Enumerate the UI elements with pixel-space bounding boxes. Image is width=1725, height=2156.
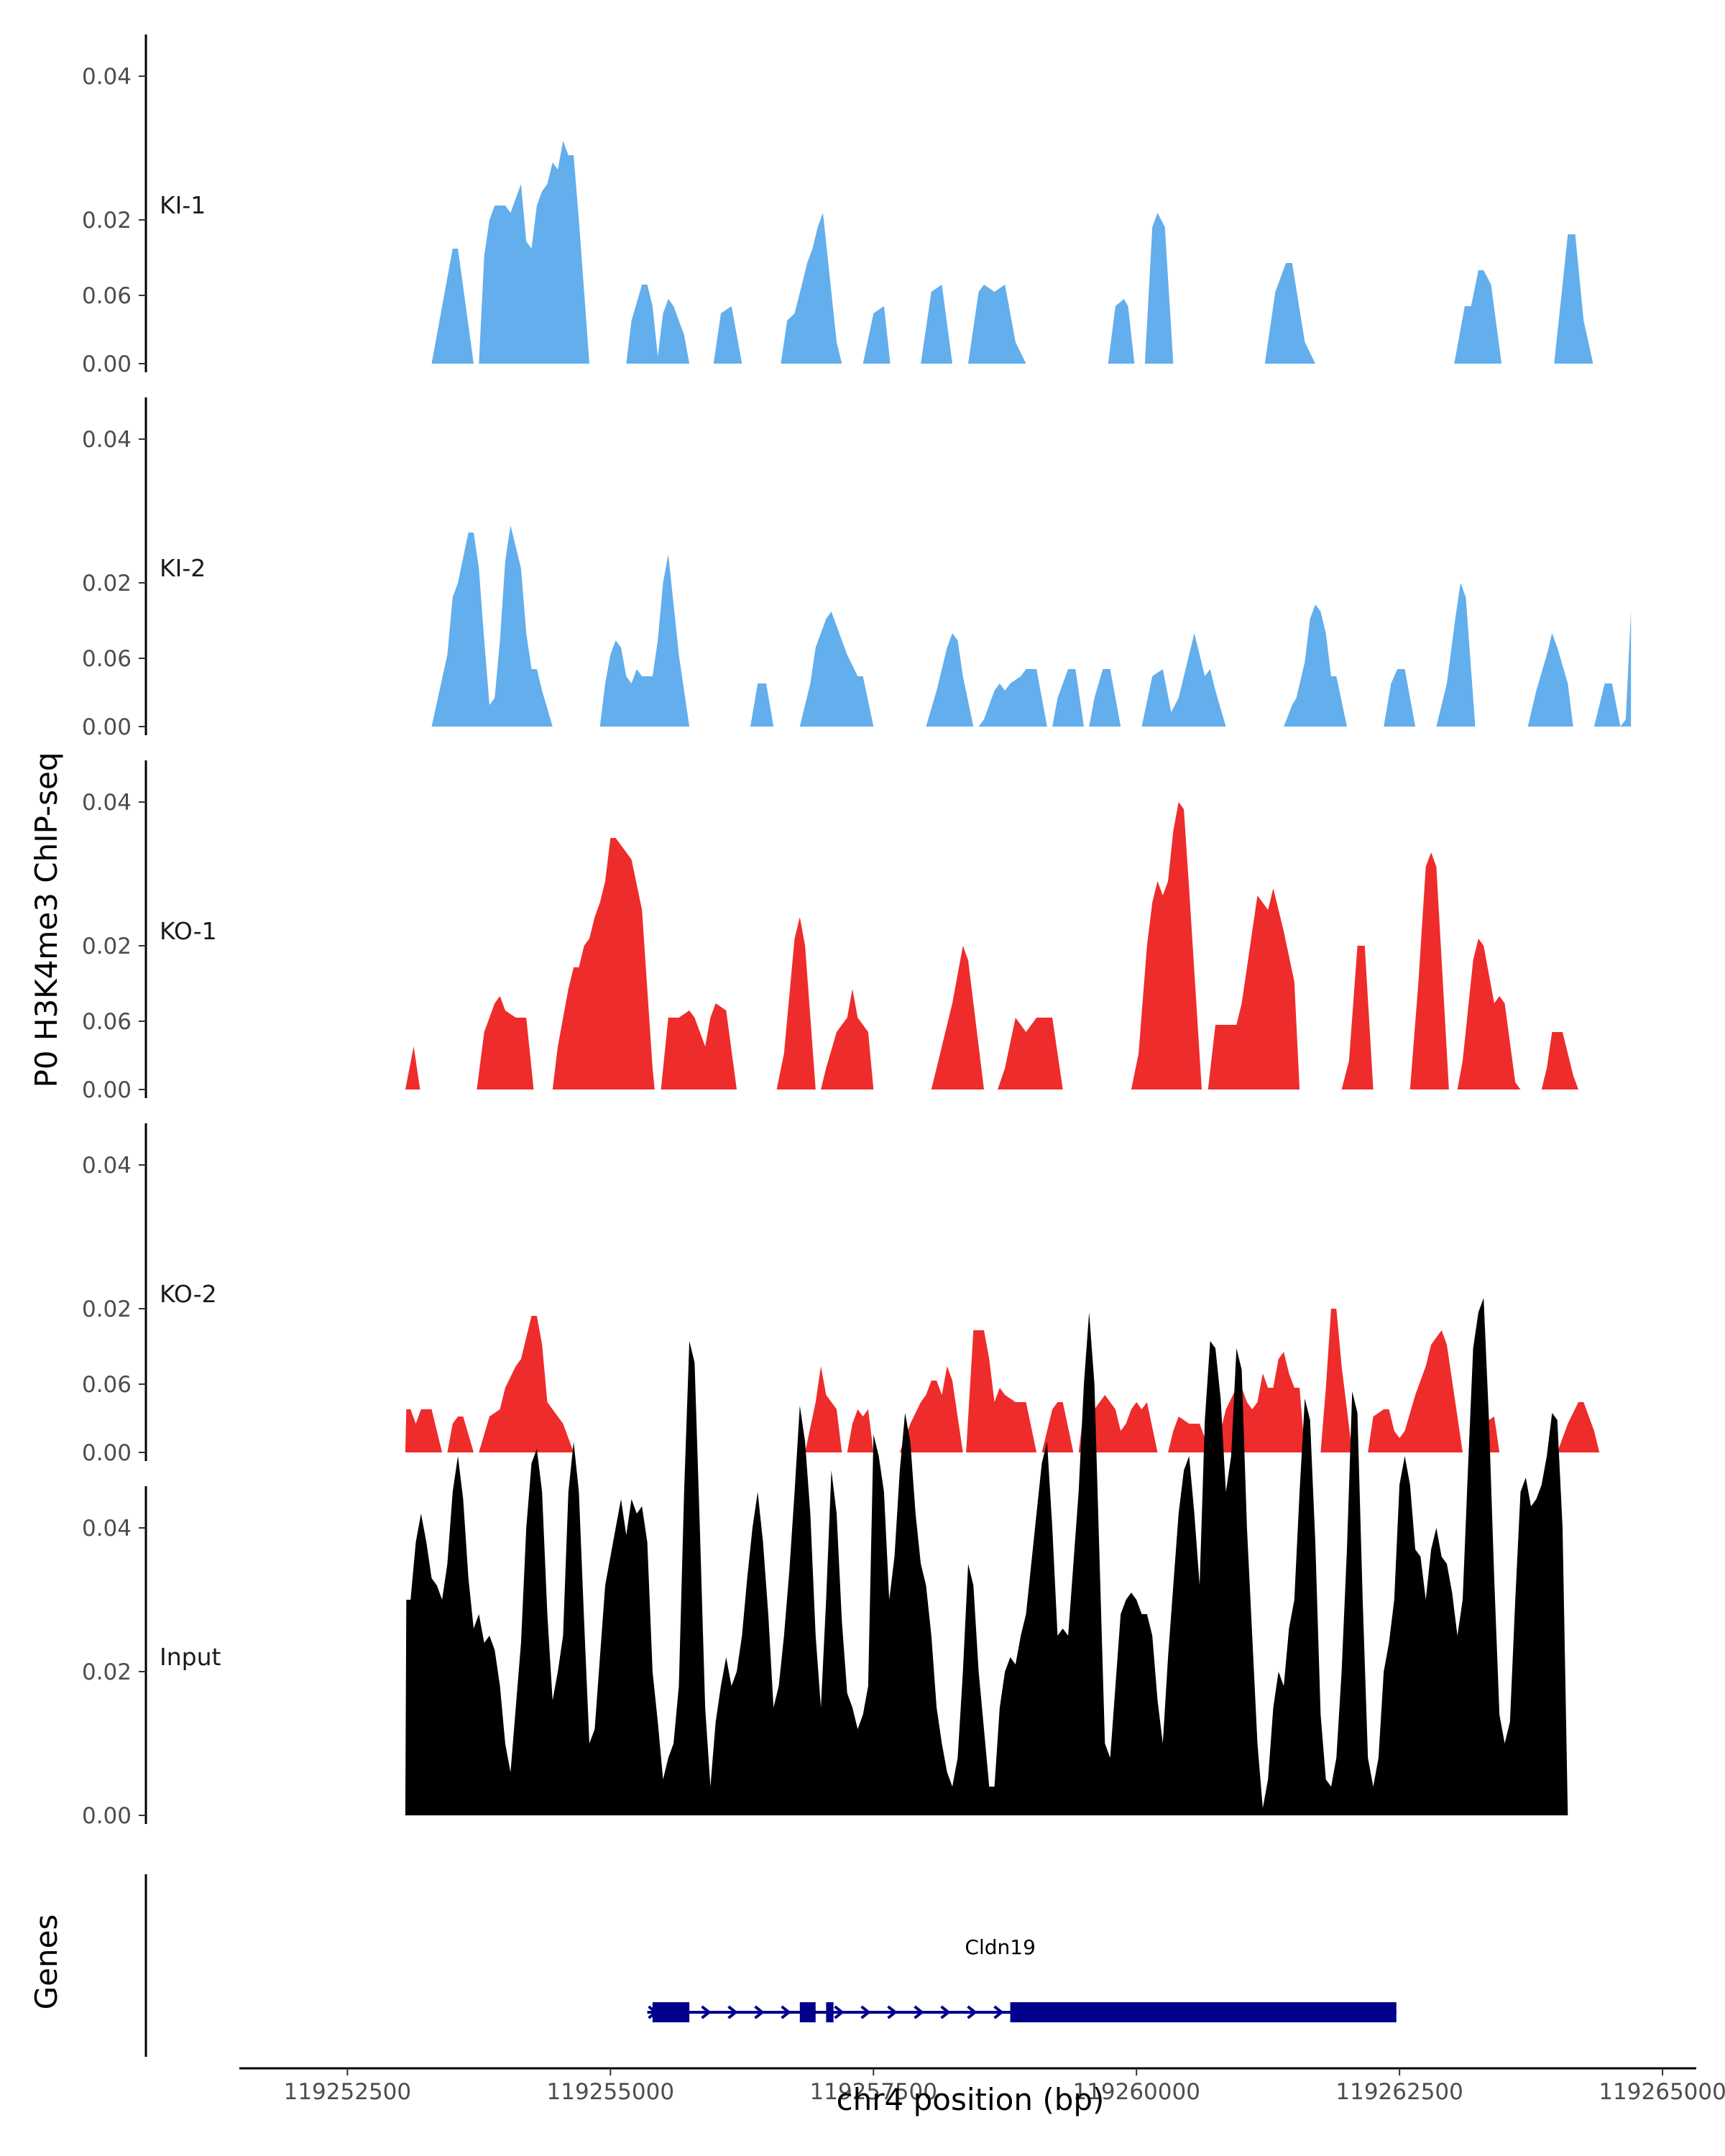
y-tick-label: 0.06 bbox=[82, 283, 132, 309]
track-label: KI-2 bbox=[160, 554, 206, 582]
series-area-ko-2 bbox=[405, 1309, 1600, 1452]
strand-arrow bbox=[993, 2005, 1004, 2019]
y-tick-label: 0.00 bbox=[82, 351, 132, 377]
y-tick-label: 0.04 bbox=[82, 1516, 132, 1542]
track-ki-1: 0.00 0.02 0.04 0.06 KI-1 bbox=[82, 34, 1593, 377]
strand-arrow bbox=[701, 2005, 712, 2019]
y-tick-label: 0.04 bbox=[82, 64, 132, 90]
y-axis-title: P0 H3K4me3 ChIP-seq bbox=[29, 752, 64, 1087]
gene-track-title: Genes bbox=[29, 1915, 64, 2010]
y-tick-label: 0.02 bbox=[82, 934, 132, 959]
y-tick-label: 0.02 bbox=[82, 1296, 132, 1322]
strand-arrow bbox=[940, 2005, 951, 2019]
chart-tracks: 0.00 0.02 0.04 0.06 KI-1 0.00 0.02 0.04 0.06 KI-2… bbox=[82, 34, 1632, 1829]
x-tick-label: 119265000 bbox=[1598, 2079, 1725, 2105]
strand-arrow bbox=[834, 2005, 845, 2019]
y-tick-label: 0.04 bbox=[82, 790, 132, 816]
strand-arrow bbox=[914, 2005, 924, 2019]
y-tick-label: 0.02 bbox=[82, 571, 132, 596]
y-tick-label: 0.04 bbox=[82, 1153, 132, 1179]
y-tick-label: 0.00 bbox=[82, 1077, 132, 1103]
series-area-ki-2 bbox=[431, 525, 1632, 727]
track-ko-1: 0.00 0.02 0.04 0.06 KO-1 bbox=[82, 646, 1578, 1103]
gene-exon bbox=[826, 2002, 834, 2022]
series-area-ko-1 bbox=[405, 802, 1578, 1089]
gene-track: Cldn19 bbox=[144, 1874, 1397, 2057]
x-tick-label: 119260000 bbox=[1072, 2079, 1200, 2105]
series-area-ki-1 bbox=[431, 141, 1593, 364]
strand-arrow bbox=[754, 2005, 765, 2019]
track-label: KO-2 bbox=[160, 1280, 217, 1308]
strand-arrow bbox=[887, 2005, 898, 2019]
x-tick-label: 119262500 bbox=[1335, 2079, 1463, 2105]
y-tick-label: 0.00 bbox=[82, 714, 132, 740]
y-tick-label: 0.00 bbox=[82, 1440, 132, 1466]
y-tick-label: 0.06 bbox=[82, 646, 132, 672]
x-tick-label: 119255000 bbox=[547, 2079, 675, 2105]
strand-arrow bbox=[860, 2005, 871, 2019]
strand-arrow bbox=[727, 2005, 738, 2019]
x-axis: 119252500 119255000 119257500 119260000 1192… bbox=[239, 2067, 1725, 2105]
track-ko-2: 0.00 0.02 0.04 0.06 KO-2 bbox=[82, 1009, 1600, 1466]
x-tick-label: 119257500 bbox=[810, 2079, 938, 2105]
x-axis-title: chr4 position (bp) bbox=[837, 2082, 1105, 2117]
track-label: KI-1 bbox=[160, 191, 206, 219]
gene-exon bbox=[652, 2002, 690, 2022]
y-tick-label: 0.02 bbox=[82, 208, 132, 234]
y-tick-label: 0.02 bbox=[82, 1659, 132, 1685]
gene-label: Cldn19 bbox=[965, 1935, 1035, 1959]
track-input: 0.00 0.02 0.04 0.06 Input bbox=[82, 1298, 1568, 1829]
y-tick-label: 0.04 bbox=[82, 427, 132, 453]
track-ki-2: 0.00 0.02 0.04 0.06 KI-2 bbox=[82, 283, 1632, 740]
y-tick-label: 0.06 bbox=[82, 1372, 132, 1398]
gene-exon bbox=[1010, 2002, 1397, 2022]
gene-exon bbox=[799, 2002, 816, 2022]
y-tick-label: 0.06 bbox=[82, 1009, 132, 1035]
series-area-input bbox=[405, 1298, 1568, 1815]
track-label: KO-1 bbox=[160, 917, 217, 945]
x-tick-label: 119252500 bbox=[284, 2079, 412, 2105]
y-tick-label: 0.00 bbox=[82, 1803, 132, 1829]
strand-arrow bbox=[967, 2005, 978, 2019]
track-label: Input bbox=[160, 1643, 221, 1671]
strand-arrow bbox=[781, 2005, 791, 2019]
